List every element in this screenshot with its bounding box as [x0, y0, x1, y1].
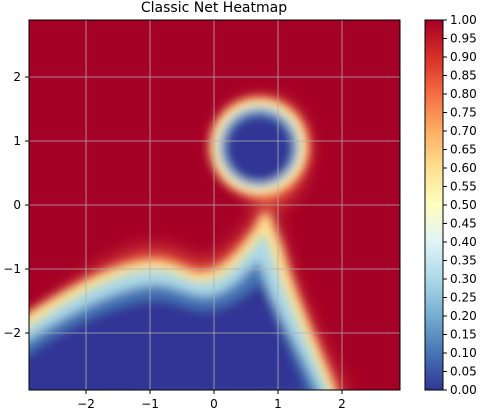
x-axis: −2 −1 0 1 2: [77, 390, 346, 411]
colorbar-gradient: [424, 19, 444, 391]
colorbar-tick-label: 0.20: [450, 309, 477, 323]
colorbar-tick-label: 0.30: [450, 272, 477, 286]
colorbar-tick-label: 0.85: [450, 69, 477, 83]
x-tick-label: −1: [141, 397, 159, 411]
colorbar-tick-label: 0.40: [450, 235, 477, 249]
heatmap-image: [29, 20, 400, 390]
colorbar-tick-label: 1.00: [450, 13, 477, 27]
y-tick-label: −2: [3, 326, 21, 340]
colorbar-tick-label: 0.90: [450, 50, 477, 64]
colorbar-tick-label: 0.00: [450, 383, 477, 397]
y-tick-label: −1: [3, 262, 21, 276]
x-tick-label: 1: [274, 397, 282, 411]
y-tick-label: 1: [13, 134, 21, 148]
colorbar-tick-label: 0.25: [450, 291, 477, 305]
x-tick-label: −2: [77, 397, 95, 411]
colorbar-tick-label: 0.65: [450, 143, 477, 157]
y-tick-label: 0: [13, 198, 21, 212]
colorbar-ticks: 0.00 0.05 0.10 0.15 0.20 0.25 0.30 0.35 0.40 0.45…: [443, 13, 477, 397]
colorbar-tick-label: 0.60: [450, 161, 477, 175]
colorbar-tick-label: 0.50: [450, 198, 477, 212]
colorbar-tick-label: 0.70: [450, 124, 477, 138]
grid-lines: [29, 20, 400, 390]
y-axis: 2 1 0 −1 −2: [3, 70, 29, 340]
colorbar-tick-label: 0.55: [450, 180, 477, 194]
colorbar-tick-label: 0.80: [450, 87, 477, 101]
colorbar-tick-label: 0.95: [450, 32, 477, 46]
x-tick-label: 2: [338, 397, 346, 411]
colorbar-tick-label: 0.05: [450, 365, 477, 379]
colorbar-tick-label: 0.35: [450, 254, 477, 268]
colorbar-tick-label: 0.45: [450, 217, 477, 231]
x-tick-label: 0: [210, 397, 218, 411]
heatmap-low-region: [29, 105, 328, 390]
colorbar: 0.00 0.05 0.10 0.15 0.20 0.25 0.30 0.35 0.40 0.45…: [424, 13, 477, 397]
chart-title: Classic Net Heatmap: [141, 0, 287, 16]
colorbar-tick-label: 0.10: [450, 346, 477, 360]
y-tick-label: 2: [13, 70, 21, 84]
colorbar-tick-label: 0.15: [450, 328, 477, 342]
colorbar-tick-label: 0.75: [450, 106, 477, 120]
